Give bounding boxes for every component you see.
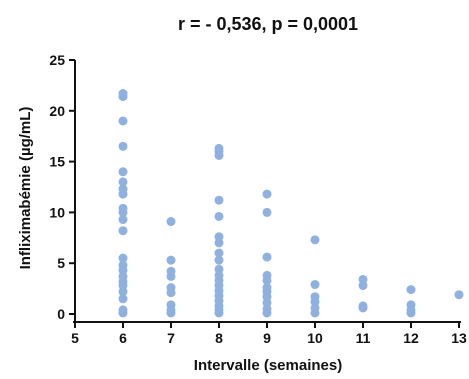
data-point [118, 294, 128, 304]
data-point [166, 266, 176, 276]
data-point [310, 235, 320, 245]
y-tick-label: 20 [49, 103, 65, 119]
x-tick-label: 9 [263, 330, 271, 346]
data-point [454, 290, 464, 300]
data-point [118, 305, 128, 315]
y-tick-label: 0 [57, 306, 65, 322]
data-point [358, 274, 368, 284]
y-tick-label: 10 [49, 204, 65, 220]
x-tick-label: 10 [307, 330, 323, 346]
x-tick-label: 11 [356, 330, 371, 346]
x-tick-label: 8 [215, 330, 223, 346]
data-points [118, 89, 464, 318]
y-tick-label: 5 [57, 255, 65, 271]
x-axis-label: Intervalle (semaines) [194, 357, 342, 374]
data-point [262, 270, 272, 280]
data-point [406, 300, 416, 310]
data-point [214, 255, 224, 265]
data-point [166, 300, 176, 310]
data-point [310, 280, 320, 290]
data-point [118, 253, 128, 263]
y-tick-label: 25 [49, 52, 65, 68]
data-point [118, 203, 128, 213]
x-tick-label: 12 [403, 330, 419, 346]
data-point [262, 283, 272, 293]
data-point [262, 189, 272, 199]
data-point [214, 143, 224, 153]
data-point [118, 116, 128, 126]
data-point [166, 283, 176, 293]
x-tick-label: 5 [71, 330, 79, 346]
data-point [118, 226, 128, 236]
y-axis-label: Infliximabémie (µg/mL) [17, 107, 34, 270]
data-point [166, 255, 176, 265]
x-tick-label: 7 [167, 330, 175, 346]
y-tick-label: 15 [49, 154, 65, 170]
data-point [214, 195, 224, 205]
x-tick-label: 6 [119, 330, 127, 346]
x-tick-label: 13 [451, 330, 467, 346]
data-point [262, 252, 272, 262]
data-point [214, 264, 224, 274]
data-point [118, 184, 128, 194]
data-point [406, 285, 416, 295]
data-point [214, 248, 224, 258]
data-point [118, 89, 128, 99]
data-point [118, 215, 128, 225]
data-point [214, 211, 224, 221]
data-point [118, 177, 128, 187]
data-point [214, 232, 224, 242]
data-point [310, 292, 320, 302]
data-point [358, 301, 368, 311]
chart-title: r = - 0,536, p = 0,0001 [178, 14, 358, 34]
data-point [166, 217, 176, 227]
data-point [118, 141, 128, 151]
data-point [118, 260, 128, 270]
data-point [118, 167, 128, 177]
data-point [262, 207, 272, 217]
